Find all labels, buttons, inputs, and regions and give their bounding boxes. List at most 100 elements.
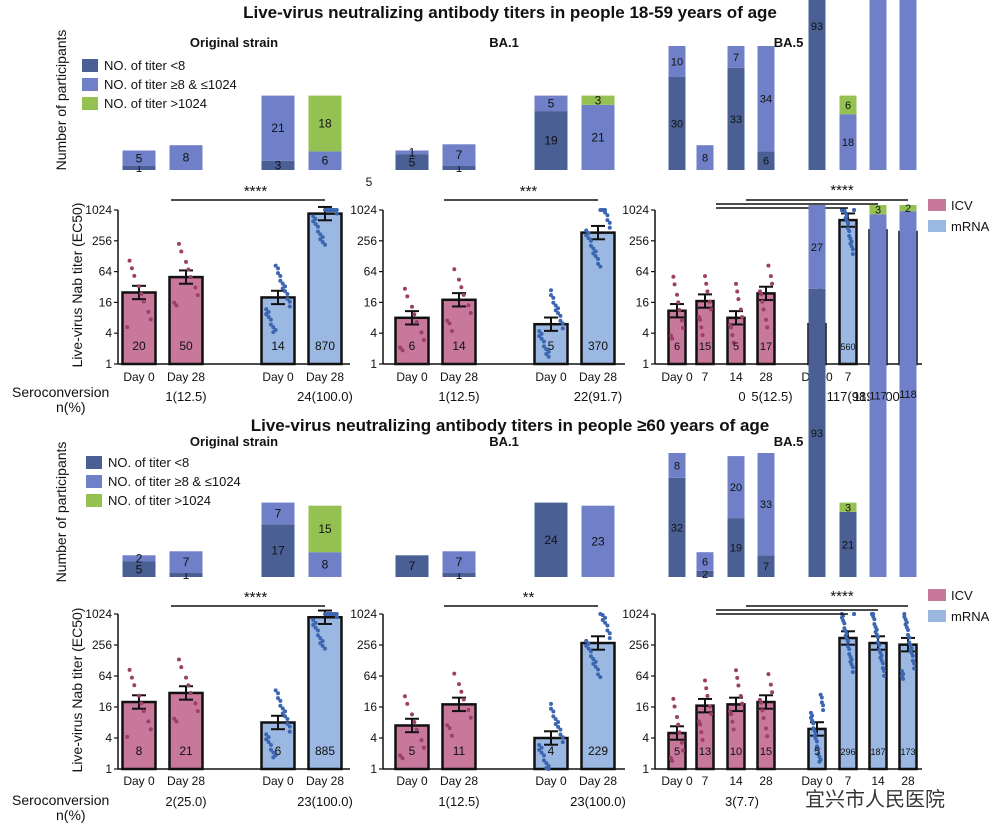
category-label: Day 0 [661,774,693,788]
data-dot [760,708,765,713]
y-tick-label: 1024 [85,607,112,621]
gmt-label: 296 [840,747,855,757]
count-label-mid: 113 [869,0,887,2]
data-dot [841,208,846,212]
data-dot [184,259,188,264]
data-dot [546,354,551,359]
data-dot [544,347,549,352]
data-dot [558,727,563,732]
data-dot [607,225,612,230]
y-tick-label: 16 [636,700,650,714]
count-bar-mid [261,502,295,525]
count-label-lt8: 93 [811,428,823,440]
data-dot [844,631,849,636]
data-dot [323,242,327,247]
y-tick-label: 256 [629,638,649,652]
category-label: Day 0 [262,370,294,384]
data-dot [334,211,339,216]
data-dot [447,726,452,731]
category-label: Day 0 [535,774,567,788]
gmt-label: 5 [548,339,555,353]
data-dot [461,697,466,702]
data-dot [452,671,457,676]
data-dot [449,328,454,333]
data-dot [405,701,410,706]
count-bar-mid [169,551,203,573]
gmt-label: 20 [132,339,146,353]
data-dot [539,750,544,755]
data-dot [125,325,130,330]
data-dot [709,307,714,312]
data-dot [414,727,419,732]
data-dot [852,612,857,616]
data-dot [287,724,292,729]
data-dot [707,299,712,304]
data-dot [186,267,191,272]
count-label-mid: 5 [548,96,555,110]
y-tick-label: 4 [370,326,377,340]
gmt-label: 173 [900,747,915,757]
data-dot [874,627,879,632]
count-label-lt8: 7 [409,559,416,573]
data-dot [700,737,705,742]
category-label: Day 0 [396,774,428,788]
data-dot [556,719,561,724]
data-dot [334,615,339,620]
y-tick-label: 4 [105,326,112,340]
data-dot [278,273,283,278]
y-tick-label: 1 [105,762,112,776]
data-dot [449,733,454,738]
count-bar-lt8 [839,511,857,577]
data-dot [176,241,181,246]
data-dot [850,670,855,675]
y-tick-label: 256 [92,234,112,248]
data-dot [402,694,407,699]
data-dot [811,721,816,726]
data-dot [607,636,612,641]
count-label-lt8: 6 [763,156,769,168]
data-dot [844,213,849,218]
data-dot [670,758,675,763]
category-label: Day 0 [535,370,567,384]
data-dot [276,271,280,276]
data-dot [273,688,278,693]
data-dot [882,673,887,678]
gmt-label: 885 [315,744,335,758]
data-dot [586,646,591,651]
data-dot [176,657,181,662]
data-dot [849,239,854,244]
gmt-label: 229 [588,744,608,758]
category-label: 14 [729,370,743,384]
panel-1-0: Original strain521717781514166425610248D… [85,434,353,809]
data-dot [740,315,745,320]
gmt-label: 17 [760,341,772,353]
data-dot [283,709,288,714]
data-dot [677,730,682,735]
y-tick-label: 64 [364,265,378,279]
data-dot [735,675,740,680]
strain-title: BA.1 [489,434,519,449]
data-dot [738,693,743,698]
count-label-mid: 21 [591,130,605,144]
data-dot [603,208,608,212]
seroconversion-value: 22(91.7) [574,389,622,404]
data-dot [902,612,907,616]
participants-ylabel-top: Number of participants [53,30,69,171]
data-dot [315,628,320,633]
category-label: Day 28 [440,774,478,788]
data-dot [323,646,327,651]
data-dot [707,704,712,709]
data-dot [560,735,565,740]
data-dot [539,745,544,750]
data-dot [539,336,544,341]
data-dot [551,295,556,300]
data-dot [553,303,558,308]
data-dot [410,304,414,309]
data-dot [558,318,563,323]
count-label-lt8: 19 [544,134,558,148]
data-dot [318,636,323,641]
count-bar-mid [442,551,476,573]
count-label-gt1024: 18 [318,117,332,131]
count-label-lt8: 7 [763,561,769,573]
data-dot [846,639,850,644]
